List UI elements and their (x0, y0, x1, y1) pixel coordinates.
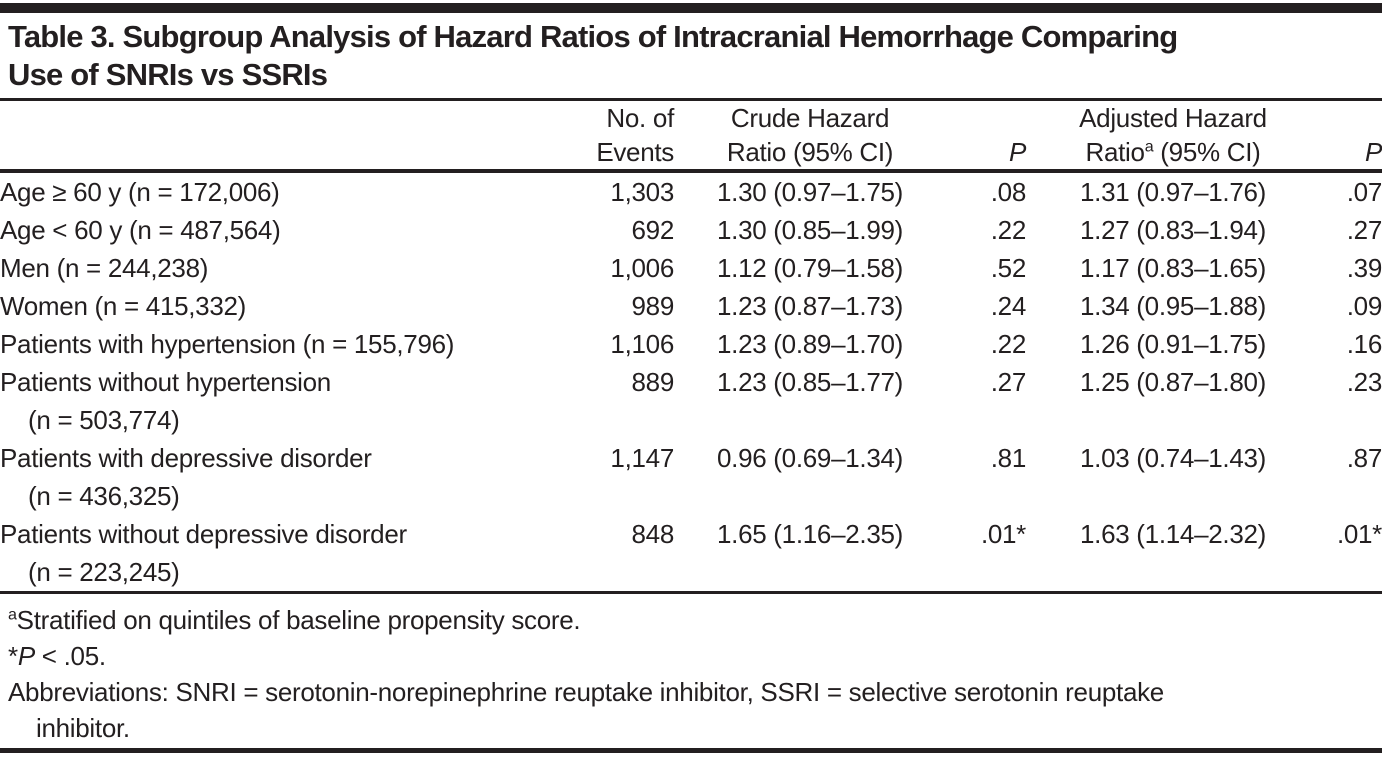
cell-p-adjusted: .39 (1346, 253, 1382, 283)
cell-adjusted-hr: 1.17 (0.83–1.65) (1079, 253, 1266, 283)
footnote-abbreviations-continuation: inhibitor. (36, 713, 130, 743)
cell-p-crude: .52 (990, 253, 1027, 283)
row-label: Patients without hypertension (n = 503,7… (0, 363, 540, 439)
header-row: No. of Events Crude Hazard Ratio (95% CI… (0, 101, 1382, 173)
row-label: Men (n = 244,238) (0, 253, 209, 283)
table-row: Age ≥ 60 y (n = 172,006) 1,303 1.30 (0.9… (0, 171, 1382, 211)
cell-events: 1,106 (610, 329, 674, 359)
cell-crude-hr: 1.23 (0.89–1.70) (716, 329, 903, 359)
cell-p-adjusted: .16 (1346, 329, 1382, 359)
header-p-adjusted: P (1320, 101, 1382, 173)
cell-events: 989 (631, 291, 675, 321)
cell-adjusted-hr: 1.34 (0.95–1.88) (1079, 291, 1266, 321)
row-label: Age < 60 y (n = 487,564) (0, 215, 281, 245)
table-row: Patients without depressive disorder (n … (0, 515, 1382, 593)
cell-p-adjusted: .23 (1346, 367, 1382, 397)
row-label: Patients with hypertension (n = 155,796) (0, 329, 455, 359)
cell-p-adjusted: .07 (1346, 177, 1382, 207)
row-label-continuation: (n = 223,245) (28, 557, 180, 587)
footnote-stratified: aStratified on quintiles of baseline pro… (8, 605, 581, 635)
header-p-crude: P (946, 101, 1026, 173)
cell-p-adjusted: .27 (1346, 215, 1382, 245)
cell-p-adjusted: .01* (1336, 519, 1382, 549)
cell-crude-hr: 1.12 (0.79–1.58) (716, 253, 903, 283)
table-row: Patients with hypertension (n = 155,796)… (0, 325, 1382, 363)
table-footnotes: aStratified on quintiles of baseline pro… (0, 594, 1382, 746)
table-row: Patients without hypertension (n = 503,7… (0, 363, 1382, 439)
cell-p-adjusted: .87 (1346, 443, 1382, 473)
bottom-rule (0, 748, 1382, 753)
cell-crude-hr: 1.30 (0.85–1.99) (716, 215, 903, 245)
cell-crude-hr: 1.23 (0.87–1.73) (716, 291, 903, 321)
adjusted-footnote-marker: a (1144, 137, 1154, 156)
cell-adjusted-hr: 1.27 (0.83–1.94) (1079, 215, 1266, 245)
cell-p-crude: .22 (990, 329, 1027, 359)
table-title: Table 3. Subgroup Analysis of Hazard Rat… (0, 13, 1382, 101)
cell-events: 1,303 (610, 177, 674, 207)
table-row: Patients with depressive disorder (n = 4… (0, 439, 1382, 515)
row-label: Women (n = 415,332) (0, 291, 247, 321)
cell-adjusted-hr: 1.26 (0.91–1.75) (1079, 329, 1266, 359)
cell-adjusted-hr: 1.31 (0.97–1.76) (1079, 177, 1266, 207)
cell-events: 1,006 (610, 253, 674, 283)
cell-p-crude: .22 (990, 215, 1027, 245)
subgroup-analysis-table: No. of Events Crude Hazard Ratio (95% CI… (0, 101, 1382, 594)
table-title-line-2: Use of SNRIs vs SSRIs (8, 57, 328, 92)
row-label: Patients with depressive disorder (n = 4… (0, 439, 540, 515)
cell-events: 692 (631, 215, 675, 245)
table-header: No. of Events Crude Hazard Ratio (95% CI… (0, 101, 1382, 173)
cell-adjusted-hr: 1.63 (1.14–2.32) (1079, 519, 1266, 549)
table-body: Age ≥ 60 y (n = 172,006) 1,303 1.30 (0.9… (0, 171, 1382, 593)
cell-events: 848 (631, 519, 675, 549)
row-label: Age ≥ 60 y (n = 172,006) (0, 177, 280, 207)
row-label-continuation: (n = 436,325) (28, 481, 180, 511)
cell-events: 1,147 (610, 443, 674, 473)
cell-p-crude: .01* (980, 519, 1026, 549)
cell-crude-hr: 1.65 (1.16–2.35) (716, 519, 903, 549)
row-label-continuation: (n = 503,774) (28, 405, 180, 435)
table-row: Women (n = 415,332) 989 1.23 (0.87–1.73)… (0, 287, 1382, 325)
table-row: Age < 60 y (n = 487,564) 692 1.30 (0.85–… (0, 211, 1382, 249)
cell-adjusted-hr: 1.03 (0.74–1.43) (1079, 443, 1266, 473)
cell-crude-hr: 0.96 (0.69–1.34) (716, 443, 903, 473)
header-subgroup-blank (0, 101, 540, 173)
cell-p-crude: .24 (990, 291, 1027, 321)
cell-p-adjusted: .09 (1346, 291, 1382, 321)
cell-p-crude: .27 (990, 367, 1027, 397)
cell-events: 889 (631, 367, 675, 397)
cell-crude-hr: 1.23 (0.85–1.77) (716, 367, 903, 397)
top-rule (0, 3, 1382, 13)
header-no-of-events: No. of Events (540, 101, 674, 173)
table-title-line-1: Table 3. Subgroup Analysis of Hazard Rat… (8, 19, 1178, 54)
header-crude-hazard-ratio: Crude Hazard Ratio (95% CI) (674, 101, 946, 173)
footnote-abbreviations: Abbreviations: SNRI = serotonin-norepine… (8, 674, 1378, 746)
footnote-marker-a: a (8, 605, 17, 624)
table-row: Men (n = 244,238) 1,006 1.12 (0.79–1.58)… (0, 249, 1382, 287)
cell-p-crude: .81 (990, 443, 1027, 473)
cell-p-crude: .08 (990, 177, 1027, 207)
header-adjusted-hazard-ratio: Adjusted Hazard Ratioa (95% CI) (1026, 101, 1320, 173)
row-label: Patients without depressive disorder (n … (0, 515, 540, 593)
footnote-significance: *P < .05. (8, 641, 106, 671)
cell-crude-hr: 1.30 (0.97–1.75) (716, 177, 903, 207)
cell-adjusted-hr: 1.25 (0.87–1.80) (1079, 367, 1266, 397)
